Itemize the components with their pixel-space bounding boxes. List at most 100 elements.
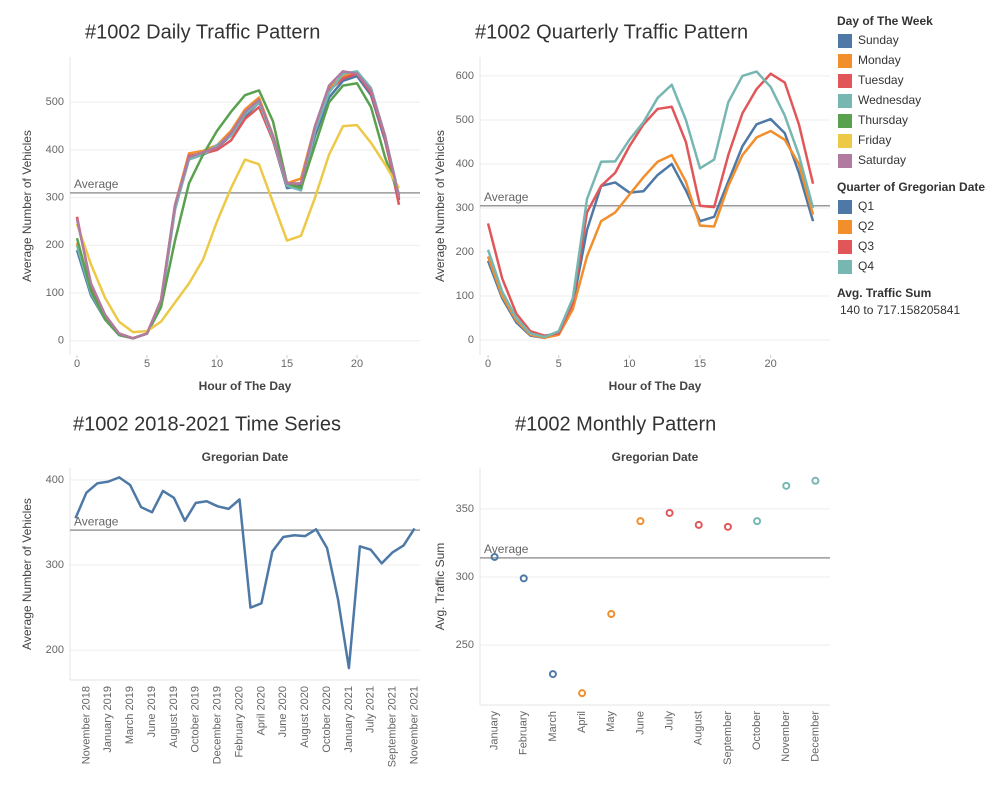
legend-label: Tuesday	[858, 73, 904, 87]
average-label: Average	[74, 177, 119, 191]
x-tick-label: August	[693, 711, 705, 745]
y-tick-label: 100	[46, 287, 64, 299]
x-tick-label: January	[488, 711, 500, 751]
legend-label: Q1	[858, 199, 874, 213]
x-tick-label: July 2021	[365, 686, 377, 733]
point	[753, 517, 762, 526]
x-tick-label: 0	[485, 358, 491, 370]
x-tick-label: November 2018	[80, 686, 92, 764]
legend-swatch	[838, 220, 852, 234]
x-tick-label: June 2020	[277, 686, 289, 737]
series-line	[74, 476, 416, 670]
y-tick-label: 100	[456, 290, 474, 302]
point	[490, 552, 499, 561]
y-tick-label: 400	[46, 474, 64, 486]
series-line	[75, 72, 401, 340]
x-tick-label: March 2019	[124, 686, 136, 744]
legend-label: Q3	[858, 239, 874, 253]
y-tick-label: 400	[46, 144, 64, 156]
x-tick-label: October	[751, 711, 763, 750]
x-tick-label: 15	[694, 358, 706, 370]
legend-label: Friday	[858, 133, 891, 147]
legend-swatch	[838, 260, 852, 274]
series-line	[75, 74, 401, 340]
x-tick-label: 10	[623, 358, 635, 370]
y-tick-label: 250	[456, 639, 474, 651]
x-tick-label: 5	[144, 358, 150, 370]
x-tick-label: May	[605, 711, 617, 732]
y-tick-label: 300	[46, 192, 64, 204]
series-line	[75, 72, 401, 340]
x-tick-label: March	[547, 711, 559, 742]
y-tick-label: 500	[46, 96, 64, 108]
y-axis-title: Average Number of Vehicles	[433, 130, 447, 282]
point	[782, 481, 791, 490]
series-line	[486, 129, 815, 340]
x-tick-label: April 2020	[255, 686, 267, 736]
y-tick-label: 300	[456, 202, 474, 214]
y-tick-label: 350	[456, 503, 474, 515]
y-tick-label: 200	[46, 239, 64, 251]
point	[578, 689, 587, 698]
x-tick-label: October 2020	[321, 686, 333, 753]
series-line	[486, 70, 815, 339]
legend-swatch	[838, 74, 852, 88]
legend-title: Quarter of Gregorian Date	[837, 180, 985, 194]
x-tick-label: July	[663, 711, 675, 731]
y-tick-label: 0	[468, 334, 474, 346]
point	[694, 520, 703, 529]
point	[723, 522, 732, 531]
x-tick-label: November 2021	[408, 686, 420, 764]
average-label: Average	[484, 542, 529, 556]
point	[548, 670, 557, 679]
average-label: Average	[74, 514, 119, 528]
legend-swatch	[838, 200, 852, 214]
series-line	[486, 117, 815, 340]
x-tick-label: 20	[765, 358, 777, 370]
x-axis-title: Hour of The Day	[199, 379, 292, 393]
legend-label: Q2	[858, 219, 874, 233]
point	[811, 476, 820, 485]
legend-label: Sunday	[858, 33, 899, 47]
y-tick-label: 500	[456, 114, 474, 126]
y-tick-label: 200	[46, 644, 64, 656]
legend-title: Avg. Traffic Sum	[837, 286, 931, 300]
chart-title: #1002 Quarterly Traffic Pattern	[475, 21, 748, 43]
x-tick-label: August 2020	[299, 686, 311, 748]
point	[636, 517, 645, 526]
x-tick-label: 20	[351, 358, 363, 370]
y-tick-label: 600	[456, 70, 474, 82]
point	[607, 610, 616, 619]
series-line	[75, 70, 401, 340]
legend-label: Saturday	[858, 153, 906, 167]
legend-swatch	[838, 54, 852, 68]
y-axis-title: Average Number of Vehicles	[20, 498, 34, 650]
y-tick-label: 300	[456, 571, 474, 583]
x-axis-title: Gregorian Date	[202, 450, 289, 464]
legend-swatch	[838, 114, 852, 128]
legend-label: Q4	[858, 259, 874, 273]
x-tick-label: January 2021	[343, 686, 355, 753]
x-tick-label: February	[518, 711, 530, 756]
x-tick-label: 5	[556, 358, 562, 370]
legend-swatch	[838, 134, 852, 148]
chart-title: #1002 2018-2021 Time Series	[73, 413, 341, 435]
point	[519, 574, 528, 583]
point	[665, 508, 674, 517]
series-line	[486, 72, 815, 337]
x-axis-title: Hour of The Day	[609, 379, 702, 393]
legend-swatch	[838, 240, 852, 254]
legend-label: Monday	[858, 53, 901, 67]
x-tick-label: April	[576, 711, 588, 733]
x-tick-label: 0	[74, 358, 80, 370]
x-tick-label: December 2019	[212, 686, 224, 764]
y-tick-label: 300	[46, 559, 64, 571]
chart-title: #1002 Monthly Pattern	[515, 413, 716, 435]
x-tick-label: February 2020	[233, 686, 245, 758]
legend-label: Wednesday	[858, 93, 921, 107]
series-line	[75, 123, 401, 334]
x-tick-label: June 2019	[146, 686, 158, 737]
y-tick-label: 200	[456, 246, 474, 258]
x-tick-label: January 2019	[102, 686, 114, 753]
